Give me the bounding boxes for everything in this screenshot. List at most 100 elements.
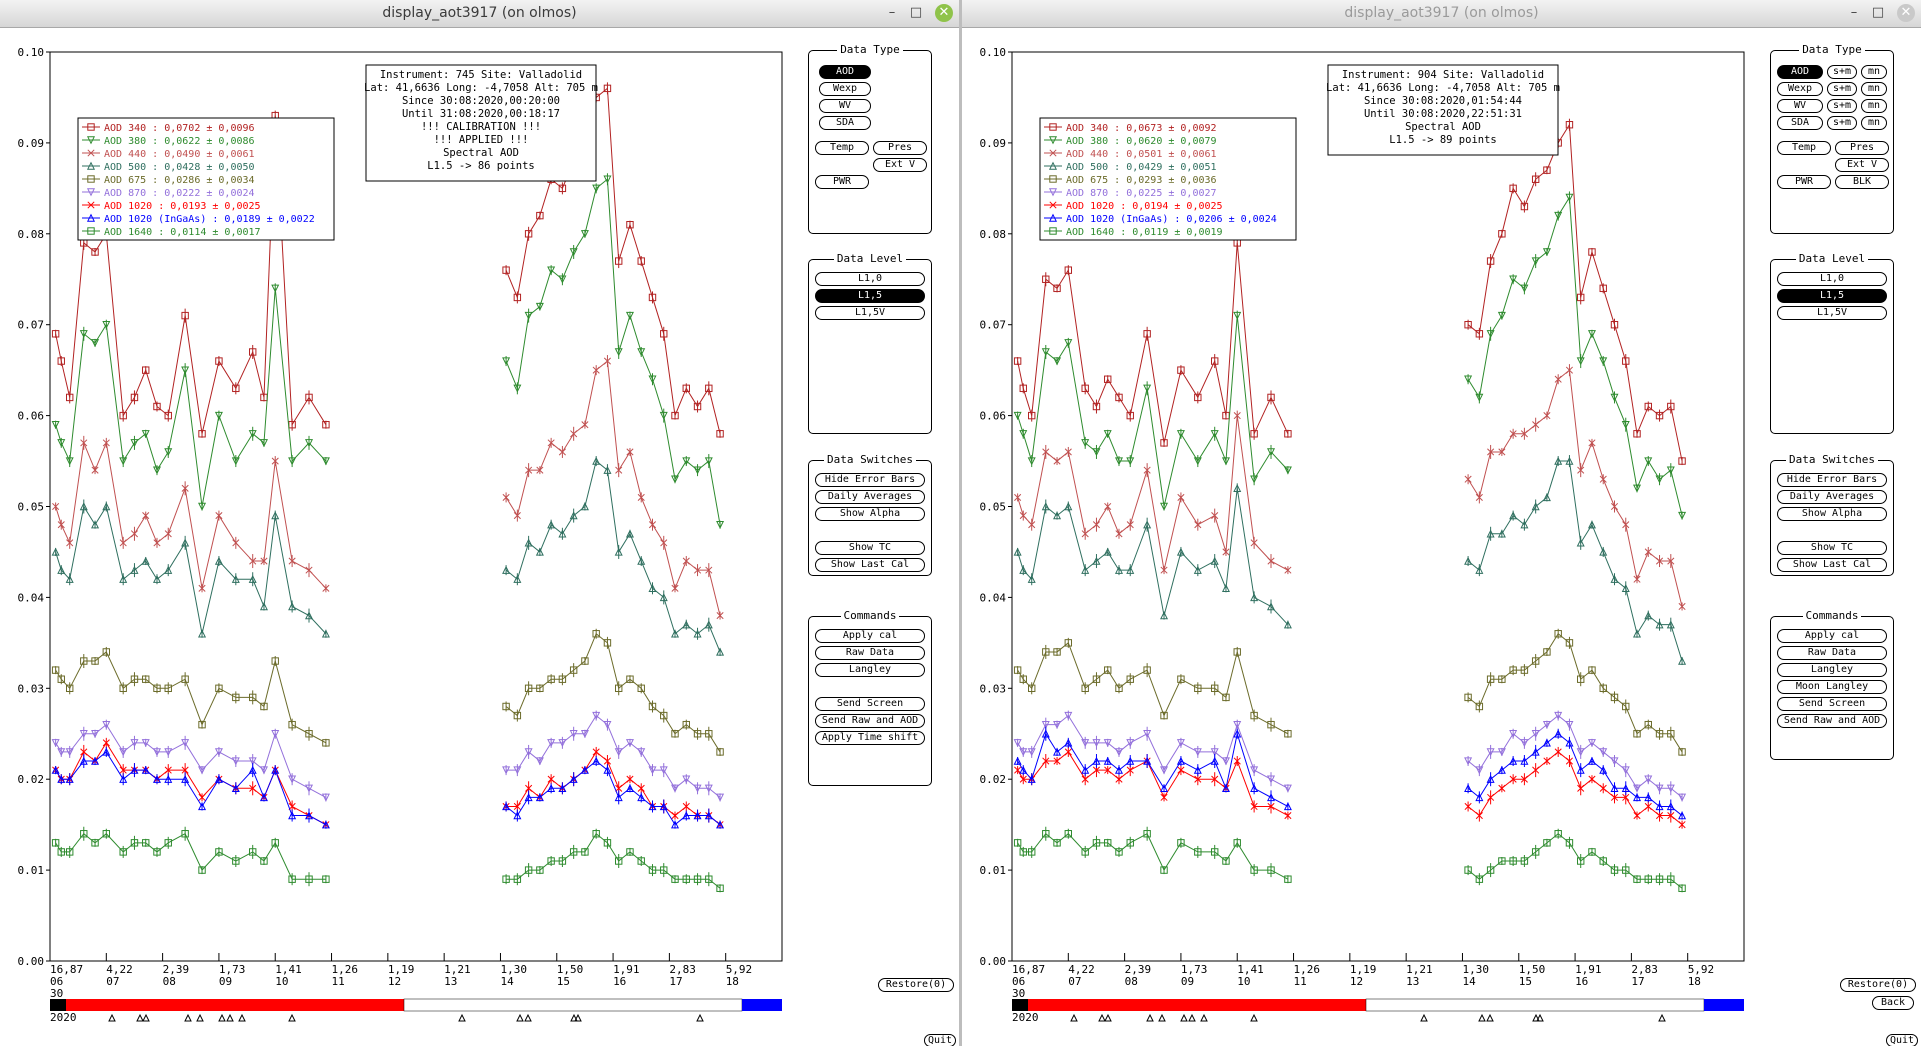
wv-button[interactable]: WV <box>819 99 871 113</box>
data-point <box>57 439 66 448</box>
wv-s-m-button[interactable]: s+m <box>1827 99 1857 113</box>
send-raw-and-aod-button[interactable]: Send Raw and AOD <box>815 714 925 728</box>
maximize-button[interactable]: □ <box>909 5 923 20</box>
aod-s-m-button[interactable]: s+m <box>1827 65 1857 79</box>
data-point <box>152 466 161 475</box>
data-point <box>1475 565 1484 574</box>
aod-button[interactable]: AOD <box>819 65 871 79</box>
wv-button[interactable]: WV <box>1777 99 1823 113</box>
apply-cal-button[interactable]: Apply cal <box>815 629 925 643</box>
data-point <box>1610 574 1619 583</box>
data-point <box>102 720 111 729</box>
wexp-button[interactable]: Wexp <box>1777 82 1823 96</box>
show-tc-button[interactable]: Show TC <box>1777 541 1887 555</box>
data-point <box>1599 357 1608 366</box>
data-point <box>66 684 74 692</box>
data-point <box>1498 448 1506 456</box>
data-point <box>603 357 611 365</box>
aod-plot[interactable]: 0.10 0.09 0.08 0.07 0.06 0.05 0.04 0.03 0.02 0.01… <box>962 27 1921 1046</box>
wexp-s-m-button[interactable]: s+m <box>1827 82 1857 96</box>
data-point <box>198 802 207 811</box>
data-point <box>547 783 556 792</box>
info-line: L1.5 -> 86 points <box>427 160 534 172</box>
data-point <box>513 293 522 302</box>
show-alpha-button[interactable]: Show Alpha <box>1777 507 1887 521</box>
aod-mn-button[interactable]: mn <box>1861 65 1887 79</box>
data-point <box>1587 756 1596 765</box>
hide-error-bars-button[interactable]: Hide Error Bars <box>1777 473 1887 487</box>
data-point <box>603 465 612 474</box>
pwr-button[interactable]: PWR <box>1777 175 1831 189</box>
data-point <box>130 530 139 538</box>
level-l15v-button[interactable]: L1,5V <box>1777 306 1887 320</box>
data-point <box>1554 630 1562 638</box>
data-point <box>164 774 173 783</box>
show-last-cal-button[interactable]: Show Last Cal <box>815 558 925 572</box>
ext-v-button[interactable]: Ext V <box>1835 158 1889 172</box>
restore-button[interactable]: Restore(0) <box>878 978 954 992</box>
daily-averages-button[interactable]: Daily Averages <box>1777 490 1887 504</box>
aod-button[interactable]: AOD <box>1777 65 1823 79</box>
level-l15v-button[interactable]: L1,5V <box>815 306 925 320</box>
data-point <box>130 765 139 774</box>
maximize-button[interactable]: □ <box>1871 5 1885 20</box>
show-alpha-button[interactable]: Show Alpha <box>815 507 925 521</box>
sda-button[interactable]: SDA <box>819 116 871 130</box>
level-l10-button[interactable]: L1,0 <box>1777 272 1887 286</box>
data-point <box>79 330 88 339</box>
sda-mn-button[interactable]: mn <box>1861 116 1887 130</box>
show-last-cal-button[interactable]: Show Last Cal <box>1777 558 1887 572</box>
wexp-mn-button[interactable]: mn <box>1861 82 1887 96</box>
level-l15-button[interactable]: L1,5 <box>1777 289 1887 303</box>
pwr-button[interactable]: PWR <box>815 175 869 189</box>
minimize-button[interactable]: – <box>888 5 896 20</box>
data-point <box>615 684 623 692</box>
send-screen-button[interactable]: Send Screen <box>1777 697 1887 711</box>
data-point <box>1114 457 1123 466</box>
level-l15-button[interactable]: L1,5 <box>815 289 925 303</box>
apply-time-shift-button[interactable]: Apply Time shift <box>815 731 925 745</box>
daily-averages-button[interactable]: Daily Averages <box>815 490 925 504</box>
raw-data-button[interactable]: Raw Data <box>815 646 925 660</box>
data-point <box>164 766 172 774</box>
apply-cal-button[interactable]: Apply cal <box>1777 629 1887 643</box>
legend-entry: AOD 1020 : 0,0193 ± 0,0025 <box>104 201 261 212</box>
data-point <box>1064 448 1072 456</box>
hide-error-bars-button[interactable]: Hide Error Bars <box>815 473 925 487</box>
legend-marker <box>1048 136 1058 145</box>
minimize-button[interactable]: – <box>1850 5 1858 20</box>
moon-langley-button[interactable]: Moon Langley <box>1777 680 1887 694</box>
quit-button[interactable]: Quit <box>1886 1034 1918 1046</box>
restore-button[interactable]: Restore(0) <box>1840 978 1916 992</box>
sda-button[interactable]: SDA <box>1777 116 1823 130</box>
wexp-button[interactable]: Wexp <box>819 82 871 96</box>
data-point <box>57 357 65 365</box>
data-point <box>1576 538 1585 547</box>
close-button[interactable]: ✕ <box>1897 4 1915 22</box>
close-button[interactable]: ✕ <box>935 4 953 22</box>
quit-button[interactable]: Quit <box>924 1034 956 1046</box>
send-raw-and-aod-button[interactable]: Send Raw and AOD <box>1777 714 1887 728</box>
send-screen-button[interactable]: Send Screen <box>815 697 925 711</box>
langley-button[interactable]: Langley <box>1777 663 1887 677</box>
langley-button[interactable]: Langley <box>815 663 925 677</box>
temp-button[interactable]: Temp <box>1777 141 1831 155</box>
pres-button[interactable]: Pres <box>1835 141 1889 155</box>
blk-button[interactable]: BLK <box>1835 175 1889 189</box>
data-point <box>637 257 645 265</box>
legend-entry: AOD 340 : 0,0673 ± 0,0092 <box>1066 123 1217 134</box>
temp-button[interactable]: Temp <box>815 141 869 155</box>
aod-plot[interactable]: 0.10 0.09 0.08 0.07 0.06 0.05 0.04 0.03 0.02 0.01… <box>0 27 959 1046</box>
data-point <box>1028 521 1036 529</box>
data-type-panel: Data Type AOD s+m mn Wexp s+m mn WV s+m … <box>1770 43 1894 234</box>
back-button[interactable]: Back <box>1872 996 1914 1010</box>
data-point <box>1599 284 1607 293</box>
ext-v-button[interactable]: Ext V <box>873 158 927 172</box>
pres-button[interactable]: Pres <box>873 141 927 155</box>
data-point <box>592 830 600 838</box>
sda-s-m-button[interactable]: s+m <box>1827 116 1857 130</box>
wv-mn-button[interactable]: mn <box>1861 99 1887 113</box>
level-l10-button[interactable]: L1,0 <box>815 272 925 286</box>
show-tc-button[interactable]: Show TC <box>815 541 925 555</box>
raw-data-button[interactable]: Raw Data <box>1777 646 1887 660</box>
